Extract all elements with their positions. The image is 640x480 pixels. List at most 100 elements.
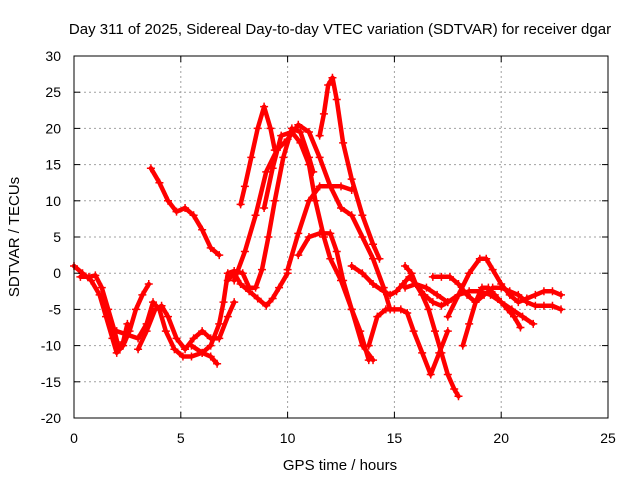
data-point (339, 276, 348, 285)
data-point (522, 298, 531, 307)
data-point (529, 319, 538, 328)
data-point (411, 280, 420, 289)
data-point (219, 298, 228, 307)
data-point (149, 298, 158, 307)
data-point (215, 251, 224, 260)
data-point (465, 269, 474, 278)
data-point (275, 283, 284, 292)
data-point (373, 312, 382, 321)
data-point (337, 182, 345, 191)
y-tick-label: -15 (41, 374, 61, 390)
axis-ticks: 0 5 10 15 20 25 -20 -15 -10 -5 0 5 10 15 20 25 30 (41, 48, 616, 446)
data-point (123, 330, 132, 339)
data-point (471, 298, 480, 307)
data-point (296, 128, 305, 137)
x-tick-label: 10 (280, 430, 296, 446)
x-tick-label: 20 (493, 430, 509, 446)
data-point (358, 269, 367, 278)
data-point (326, 182, 335, 191)
data-point (223, 312, 232, 321)
data-point (268, 294, 277, 303)
data-point (418, 348, 427, 357)
data-point (454, 290, 463, 299)
data-point (347, 305, 356, 314)
data-point (454, 280, 463, 289)
data-point (236, 280, 245, 289)
data-point (189, 211, 198, 220)
data-point (294, 229, 303, 238)
data-point (386, 290, 395, 299)
data-point (144, 280, 153, 289)
data-point (326, 229, 335, 238)
series-arc-14 (364, 305, 452, 379)
data-point (253, 124, 262, 133)
data-point (428, 272, 437, 281)
data-point (294, 120, 303, 129)
data-point (240, 182, 249, 191)
data-point (424, 305, 433, 314)
y-axis-label: SDTVAR / TECUs (6, 177, 23, 297)
data-point (172, 207, 181, 216)
data-point (206, 341, 215, 350)
y-tick-label: 20 (45, 120, 61, 136)
series-line (317, 75, 382, 261)
data-point (134, 345, 143, 354)
data-point (84, 272, 93, 281)
data-point (155, 178, 164, 187)
data-point (268, 164, 277, 173)
data-point (181, 345, 190, 354)
data-point (198, 348, 207, 357)
data-point (76, 272, 85, 281)
data-point (260, 102, 269, 111)
data-point (358, 211, 367, 220)
data-point (465, 319, 474, 328)
series-arc-5 (134, 298, 239, 354)
data-point (266, 124, 275, 133)
data-point (283, 135, 292, 144)
data-point (187, 352, 196, 361)
data-point (146, 164, 155, 173)
data-point (277, 131, 286, 140)
x-tick-label: 0 (70, 430, 78, 446)
data-point (505, 287, 514, 296)
data-point (181, 204, 190, 213)
data-point (283, 265, 292, 274)
data-point (287, 128, 296, 137)
data-point (369, 240, 378, 249)
data-point (332, 95, 341, 104)
data-point (510, 312, 519, 321)
data-point (369, 356, 378, 365)
data-point (347, 175, 356, 184)
data-point (245, 287, 254, 296)
data-point (497, 283, 506, 292)
y-tick-label: 0 (53, 265, 61, 281)
data-point (358, 233, 367, 241)
data-point (187, 341, 196, 350)
data-point (262, 167, 271, 176)
data-point (488, 265, 497, 274)
data-point (347, 261, 356, 270)
data-point (138, 290, 147, 299)
series-arc-8 (223, 269, 292, 310)
data-point (270, 196, 279, 205)
data-point (157, 301, 166, 310)
y-tick-label: 5 (53, 229, 61, 245)
x-tick-label: 5 (177, 430, 185, 446)
data-series (70, 73, 566, 401)
data-point (206, 352, 215, 361)
data-point (418, 290, 427, 299)
data-point (163, 312, 172, 321)
data-point (215, 334, 224, 343)
data-point (497, 298, 506, 307)
data-point (428, 298, 437, 307)
series-arc-11 (283, 182, 356, 274)
data-point (422, 283, 431, 292)
data-point (104, 305, 113, 314)
data-point (337, 204, 345, 213)
data-point (230, 269, 239, 278)
data-point (123, 319, 132, 328)
data-point (97, 283, 106, 292)
data-point (326, 254, 335, 263)
data-point (396, 305, 405, 314)
data-point (328, 73, 337, 82)
